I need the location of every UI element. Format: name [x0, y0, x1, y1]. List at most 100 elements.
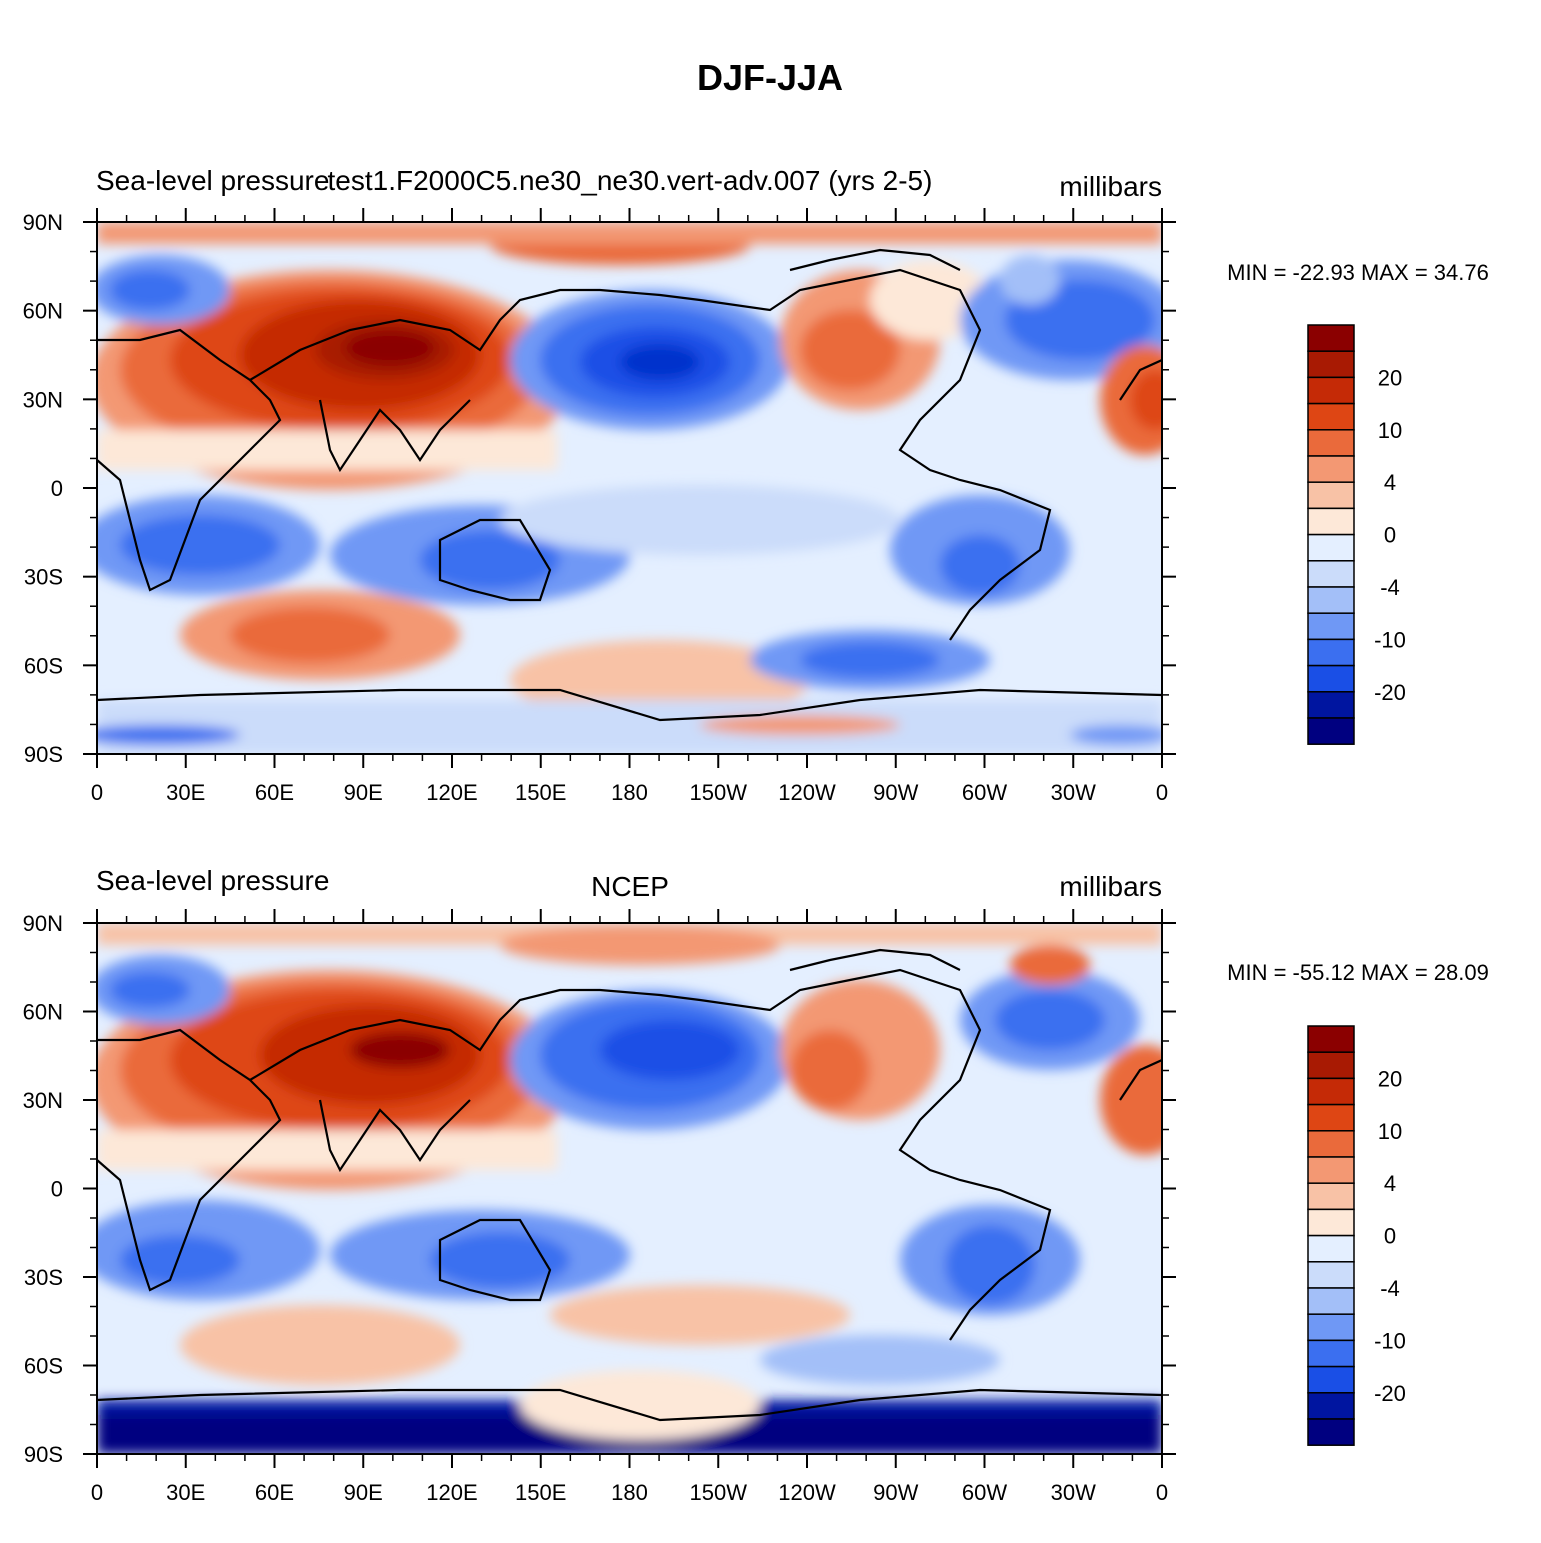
colorbar-box	[1307, 1261, 1355, 1289]
lat-tick-label: 0	[51, 476, 63, 501]
coastlines	[97, 948, 1162, 1422]
lat-tick-label: 30S	[24, 565, 63, 590]
lat-tick-label: 90N	[23, 210, 63, 235]
panel-center-title: test1.F2000C5.ne30_ne30.vert-adv.007 (yr…	[328, 165, 933, 196]
colorbar-label: -10	[1374, 627, 1406, 652]
panel-units: millibars	[1059, 871, 1162, 902]
panel-left-title: Sea-level pressure	[96, 865, 329, 896]
colorbar-label: -10	[1374, 1328, 1406, 1353]
lon-tick-label: 90W	[873, 1480, 918, 1505]
lon-tick-label: 180	[611, 1480, 648, 1505]
lon-tick-label: 60E	[255, 780, 294, 805]
colorbar-box	[1307, 1103, 1355, 1132]
axis-ticks: 0 30E 60E 90E 120E 150E 180 150W 120W 90W 60W 30W 0 9…	[23, 208, 1176, 805]
colorbar-label: 4	[1384, 470, 1396, 495]
colorbar-box	[1307, 1156, 1355, 1184]
contour-field	[97, 222, 1162, 754]
colorbar-box	[1307, 1313, 1355, 1342]
colorbar-box	[1307, 481, 1355, 510]
colorbar-label: 4	[1384, 1171, 1396, 1196]
axis-ticks: 0 30E 60E 90E 120E 150E 180 150W 120W 90W 60W 30W 0 9…	[23, 909, 1176, 1505]
colorbar-box	[1307, 324, 1355, 352]
colorbar-label: 20	[1378, 1066, 1402, 1091]
figure-title: DJF-JJA	[697, 57, 843, 98]
colorbar: 20 10 4 0 -4 -10 -20	[1307, 1025, 1406, 1446]
lon-tick-label: 120E	[426, 1480, 477, 1505]
colorbar-label: 0	[1384, 1224, 1396, 1249]
lat-tick-label: 60N	[23, 1000, 63, 1025]
colorbar-box	[1307, 1365, 1355, 1394]
lon-tick-label: 0	[1156, 1480, 1168, 1505]
colorbar-box	[1307, 717, 1355, 745]
panel-center-title: NCEP	[591, 871, 669, 902]
colorbar-box	[1307, 1287, 1355, 1315]
lon-tick-label: 180	[611, 780, 648, 805]
lon-tick-label: 30W	[1051, 1480, 1096, 1505]
panel-model: Sea-level pressure test1.F2000C5.ne30_ne…	[23, 165, 1489, 805]
lon-tick-label: 120W	[778, 1480, 836, 1505]
lon-tick-label: 30E	[166, 1480, 205, 1505]
colorbar-label: -20	[1374, 1381, 1406, 1406]
coastlines	[97, 248, 1162, 722]
lon-tick-label: 30E	[166, 780, 205, 805]
lat-tick-label: 90S	[24, 742, 63, 767]
lon-tick-label: 0	[1156, 780, 1168, 805]
lon-tick-label: 120E	[426, 780, 477, 805]
lat-tick-label: 30N	[23, 1088, 63, 1113]
lon-tick-label: 0	[91, 780, 103, 805]
colorbar-box	[1307, 1418, 1355, 1446]
panel-ncep: Sea-level pressure NCEP millibars	[23, 865, 1489, 1505]
lat-tick-label: 60N	[23, 299, 63, 324]
lat-tick-label: 30S	[24, 1265, 63, 1290]
colorbar-box	[1307, 638, 1355, 667]
colorbar-box	[1307, 691, 1355, 719]
lon-tick-label: 60W	[962, 1480, 1007, 1505]
colorbar-box	[1307, 586, 1355, 614]
colorbar-box	[1307, 664, 1355, 693]
colorbar-box	[1307, 533, 1355, 562]
lat-tick-label: 30N	[23, 387, 63, 412]
colorbar-label: 10	[1378, 1119, 1402, 1144]
colorbar-box	[1307, 507, 1355, 536]
colorbar-box	[1307, 402, 1355, 431]
lon-tick-label: 150E	[515, 1480, 566, 1505]
lat-tick-label: 60S	[24, 1354, 63, 1379]
colorbar-box	[1307, 350, 1355, 379]
colorbar-box	[1307, 1130, 1355, 1158]
lon-tick-label: 150W	[690, 1480, 748, 1505]
lon-tick-label: 90E	[344, 780, 383, 805]
lat-tick-label: 0	[51, 1177, 63, 1202]
colorbar-box	[1307, 1208, 1355, 1237]
colorbar-label: -4	[1380, 575, 1400, 600]
colorbar-label: 20	[1378, 365, 1402, 390]
lat-tick-label: 60S	[24, 653, 63, 678]
panel-stats: MIN = -22.93 MAX = 34.76	[1227, 260, 1489, 285]
lon-tick-label: 90E	[344, 1480, 383, 1505]
lat-tick-label: 90S	[24, 1442, 63, 1467]
lon-tick-label: 90W	[873, 780, 918, 805]
lon-tick-label: 60W	[962, 780, 1007, 805]
colorbar-label: -20	[1374, 680, 1406, 705]
colorbar-box	[1307, 1077, 1355, 1106]
contour-field	[97, 923, 1162, 1454]
lon-tick-label: 60E	[255, 1480, 294, 1505]
panel-stats: MIN = -55.12 MAX = 28.09	[1227, 960, 1489, 985]
lon-tick-label: 0	[91, 1480, 103, 1505]
colorbar-box	[1307, 1051, 1355, 1080]
colorbar-label: 10	[1378, 418, 1402, 443]
colorbar-box	[1307, 1182, 1355, 1211]
lon-tick-label: 120W	[778, 780, 836, 805]
colorbar: 20 10 4 0 -4 -10 -20	[1307, 324, 1406, 745]
panel-left-title: Sea-level pressure	[96, 165, 329, 196]
colorbar-box	[1307, 1025, 1355, 1053]
colorbar-label: -4	[1380, 1276, 1400, 1301]
lon-tick-label: 30W	[1051, 780, 1096, 805]
lon-tick-label: 150E	[515, 780, 566, 805]
colorbar-box	[1307, 1339, 1355, 1368]
colorbar-label: 0	[1384, 523, 1396, 548]
colorbar-box	[1307, 1392, 1355, 1420]
lon-tick-label: 150W	[690, 780, 748, 805]
panel-units: millibars	[1059, 171, 1162, 202]
colorbar-box	[1307, 560, 1355, 588]
